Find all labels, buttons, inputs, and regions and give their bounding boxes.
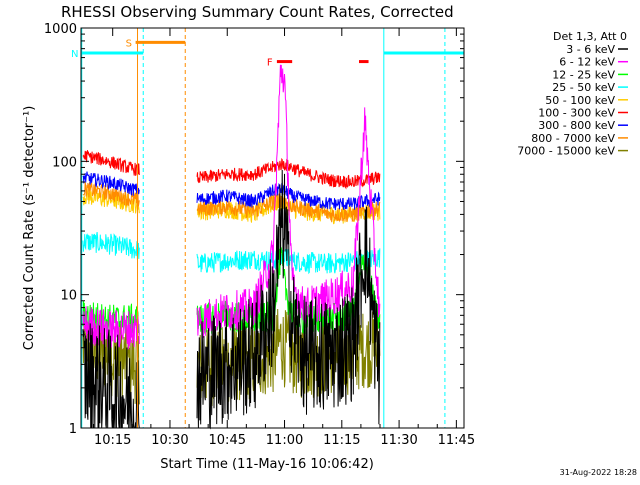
legend-label-0: 3 - 6 keV [566,43,615,56]
x-tick-label-2: 10:45 [209,433,246,448]
axes-ticks: 10:15 10:30 10:45 11:00 11:15 11:30 11:45 1 10 10… [44,22,475,448]
series-line-0 [82,169,381,430]
x-tick-label-0: 10:15 [94,433,131,448]
legend-header: Det 1,3, Att 0 [553,30,627,43]
plot-frame [80,27,465,429]
legend-label-5: 100 - 300 keV [538,107,615,120]
x-axis-label: Start Time (11-May-16 10:06:42) [160,457,374,472]
y-tick-label-2: 100 [52,155,77,170]
footer-date: 31-Aug-2022 18:28 [560,468,637,477]
y-tick-label-1: 10 [60,289,77,304]
series-line-1 [82,64,381,350]
x-tick-label-6: 11:45 [438,433,475,448]
legend-label-6: 300 - 800 keV [538,119,615,132]
x-tick-label-1: 10:30 [151,433,188,448]
legend-label-2: 12 - 25 keV [552,68,615,81]
series-line-5 [82,150,381,190]
y-tick-label-3: 1000 [44,22,77,37]
y-tick-label-0: 1 [69,422,77,437]
plot-area: S N F [71,28,464,430]
annotation-label-1: N [71,49,78,60]
chart-title: RHESSI Observing Summary Count Rates, Co… [61,3,454,21]
legend-label-1: 6 - 12 keV [559,56,615,69]
legend-label-7: 800 - 7000 keV [531,132,615,145]
annotation-label-0: S [126,38,132,49]
x-tick-label-3: 11:00 [266,433,303,448]
x-tick-label-4: 11:15 [323,433,360,448]
legend-label-3: 25 - 50 keV [552,81,615,94]
legend-label-8: 7000 - 15000 keV [517,145,615,158]
y-axis-label: Corrected Count Rate (s⁻¹ detector⁻¹) [22,106,37,351]
annotation-label-2: F [267,58,273,69]
legend-label-4: 50 - 100 keV [545,94,615,107]
x-tick-label-5: 11:30 [380,433,417,448]
